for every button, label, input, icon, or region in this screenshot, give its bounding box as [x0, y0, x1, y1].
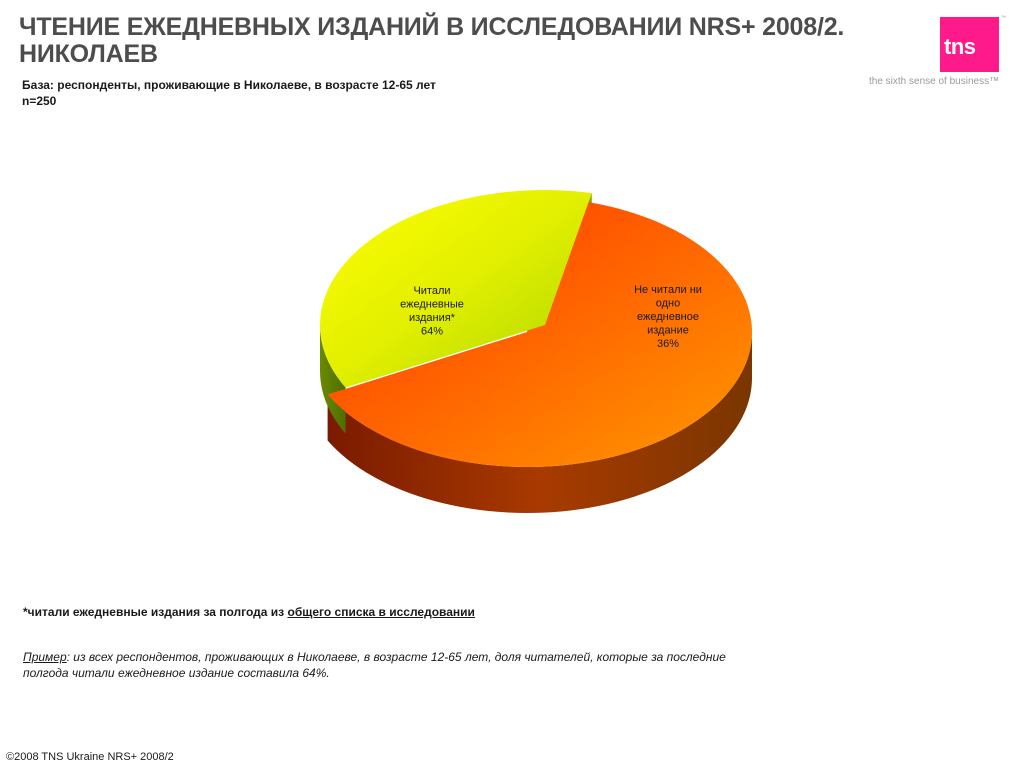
copyright: ©2008 TNS Ukraine NRS+ 2008/2 [6, 751, 174, 763]
pie-slice-side-2 [320, 325, 346, 434]
pie-slice-2 [320, 190, 592, 388]
title-line-2: НИКОЛАЕВ [19, 40, 158, 68]
logo-tagline: the sixth sense of business™ [869, 76, 1000, 87]
tns-logo-trademark: ™ [1001, 15, 1006, 21]
pie-slice-label-2: Не читали ни одно ежедневное издание 36% [634, 284, 702, 350]
tns-logo [940, 17, 999, 72]
pie-slice-label-1: Читали ежедневные издания* 64% [400, 285, 464, 338]
pie-slice-1 [327, 199, 752, 468]
page-title: ЧТЕНИЕ ЕЖЕДНЕВНЫХ ИЗДАНИЙ В ИССЛЕДОВАНИИ… [19, 14, 979, 68]
title-line-1: ЧТЕНИЕ ЕЖЕДНЕВНЫХ ИЗДАНИЙ В ИССЛЕДОВАНИИ… [19, 13, 845, 41]
example-label: Пример [23, 650, 67, 664]
base-description: База: респонденты, проживающие в Николае… [22, 77, 436, 109]
example-line-2: полгода читали ежедневное издание состав… [23, 666, 330, 680]
example-line-1: из всех респондентов, проживающих в Нико… [69, 650, 726, 664]
example-colon: : [66, 650, 70, 664]
example-note: Пример: из всех респондентов, проживающи… [23, 649, 883, 681]
tns-logo-text: tns [944, 34, 976, 59]
footnote-text: *читали ежедневные издания за полгода из [23, 605, 288, 619]
pie-slice-side-1 [327, 332, 752, 513]
sample-size: n=250 [22, 94, 57, 108]
footnote: *читали ежедневные издания за полгода из… [23, 605, 475, 619]
footnote-link[interactable]: общего списка в исследовании [287, 605, 475, 619]
base-text: База: респонденты, проживающие в Николае… [22, 78, 436, 92]
